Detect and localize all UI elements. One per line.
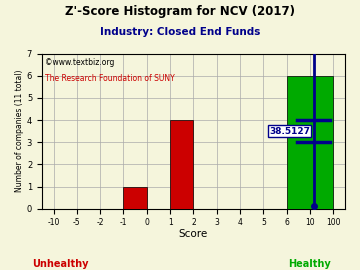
Bar (170, 120, 193, 209)
X-axis label: Score: Score (179, 229, 208, 239)
Text: 38.5127: 38.5127 (269, 127, 310, 136)
Bar (123, 187, 147, 209)
Y-axis label: Number of companies (11 total): Number of companies (11 total) (15, 70, 24, 193)
Bar (287, 76, 333, 209)
Text: Z'-Score Histogram for NCV (2017): Z'-Score Histogram for NCV (2017) (65, 5, 295, 18)
Text: Unhealthy: Unhealthy (32, 259, 89, 269)
Text: Industry: Closed End Funds: Industry: Closed End Funds (100, 27, 260, 37)
Text: The Research Foundation of SUNY: The Research Foundation of SUNY (45, 74, 175, 83)
Text: Healthy: Healthy (288, 259, 331, 269)
Text: ©www.textbiz.org: ©www.textbiz.org (45, 58, 114, 67)
